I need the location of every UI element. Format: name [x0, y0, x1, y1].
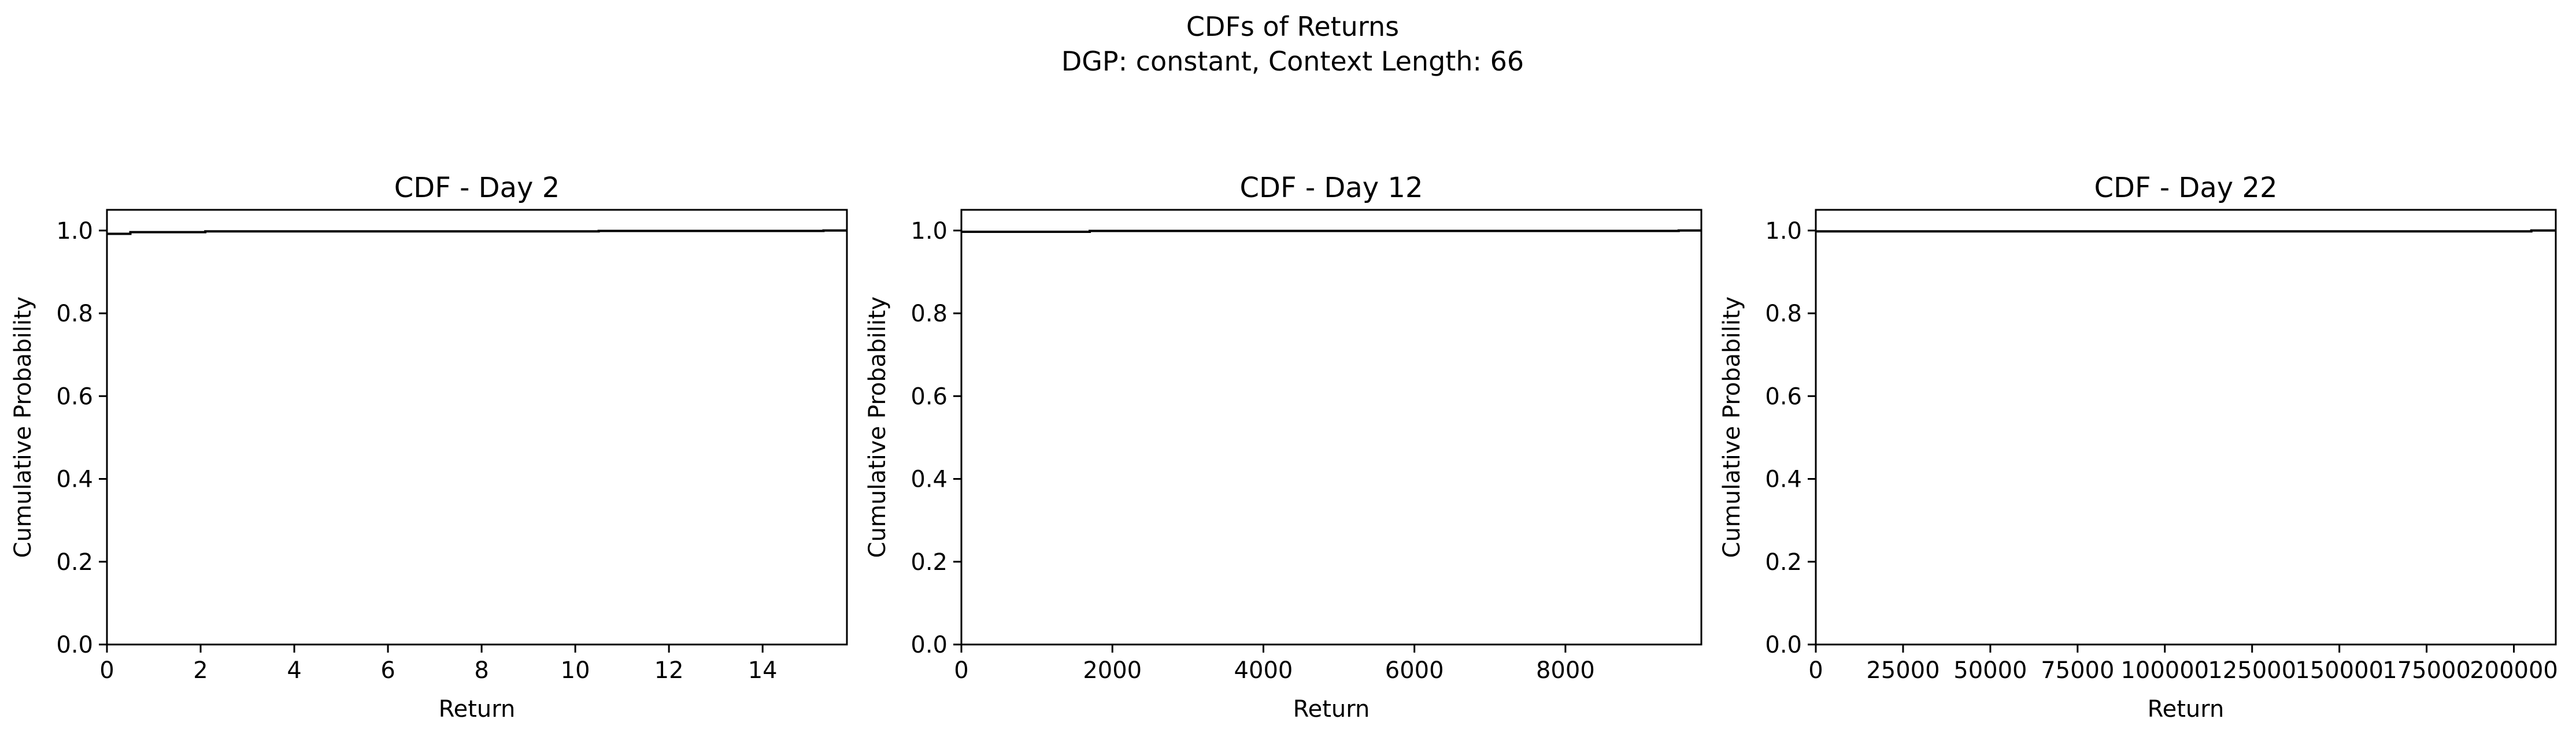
x-axis-label: Return: [2148, 696, 2225, 723]
x-tick-label: 4: [287, 657, 301, 684]
y-tick-label: 0.2: [56, 549, 93, 576]
y-tick-label: 0.6: [56, 383, 93, 410]
figure-subtitle: DGP: constant, Context Length: 66: [1061, 46, 1524, 77]
subplot-title: CDF - Day 2: [394, 172, 560, 204]
y-tick-label: 1.0: [56, 218, 93, 245]
y-tick-label: 0.4: [56, 466, 93, 493]
y-tick-label: 0.2: [911, 549, 948, 576]
x-axis-label: Return: [1293, 696, 1370, 723]
y-axis-label: Cumulative Probability: [10, 297, 36, 558]
x-tick-label: 0: [99, 657, 114, 684]
x-tick-label: 6: [380, 657, 395, 684]
y-tick-label: 0.4: [911, 466, 948, 493]
subplot-3: CDF - Day 22 0 25000 50000 75000 100000125000…: [1719, 172, 2558, 723]
axes-frame: [960, 209, 1702, 646]
cdf-line-1: [107, 229, 847, 235]
x-tick-label: 4000: [1234, 657, 1293, 684]
subplot-title: CDF - Day 12: [1239, 172, 1423, 204]
y-tick-label: 0.6: [911, 383, 948, 410]
x-axis-label: Return: [439, 696, 516, 723]
figure-title: CDFs of Returns: [1186, 11, 1399, 42]
cdf-line-1: [961, 229, 1701, 233]
y-tick-label: 0.4: [1765, 466, 1802, 493]
y-tick-label: 0.0: [1765, 632, 1802, 658]
y-tick-label: 1.0: [911, 218, 948, 245]
x-tick-label: 25000: [1866, 657, 1940, 684]
y-tick-label: 0.8: [1765, 301, 1802, 327]
axes-frame: [106, 209, 848, 646]
y-axis-label: Cumulative Probability: [1719, 297, 1745, 558]
y-tick-label: 0.6: [1765, 383, 1802, 410]
y-tick-label: 0.8: [911, 301, 948, 327]
y-tick-label: 1.0: [1765, 218, 1802, 245]
subplot-title: CDF - Day 22: [2094, 172, 2277, 204]
x-tick-label: 6000: [1385, 657, 1444, 684]
x-tick-label: 14: [748, 657, 778, 684]
x-tick-label: 0: [1808, 657, 1823, 684]
x-tick-label: 10: [561, 657, 590, 684]
subplot-panels: CDF - Day 2 0 2 4 6 8 10 12 14 0.0 0.2 0.4 0.6 0.8 1.0…: [10, 172, 2558, 723]
y-tick-label: 0.8: [56, 301, 93, 327]
y-tick-label: 0.0: [911, 632, 948, 658]
x-tick-label: 50000: [1953, 657, 2027, 684]
x-tick-label: 175000: [2382, 657, 2471, 684]
x-tick-label: 150000: [2295, 657, 2383, 684]
y-tick-label: 0.0: [56, 632, 93, 658]
x-tick-label: 8: [474, 657, 488, 684]
x-tick-label: 8000: [1536, 657, 1595, 684]
x-tick-label: 12: [654, 657, 684, 684]
y-tick-label: 0.2: [1765, 549, 1802, 576]
subplot-2: CDF - Day 12 0 2000 4000 6000 8000 0.0 0.2 0.4 0.…: [864, 172, 1702, 723]
subplot-1: CDF - Day 2 0 2 4 6 8 10 12 14 0.0 0.2 0.4 0.6 0.8 1.0…: [10, 172, 848, 723]
x-tick-label: 125000: [2208, 657, 2296, 684]
axes-frame: [1815, 209, 2557, 646]
x-tick-label: 75000: [2041, 657, 2114, 684]
x-tick-label: 0: [954, 657, 968, 684]
x-tick-label: 200000: [2470, 657, 2558, 684]
x-tick-label: 2000: [1083, 657, 1142, 684]
x-tick-label: 100000: [2120, 657, 2209, 684]
y-axis-label: Cumulative Probability: [864, 297, 891, 558]
x-tick-label: 2: [193, 657, 208, 684]
